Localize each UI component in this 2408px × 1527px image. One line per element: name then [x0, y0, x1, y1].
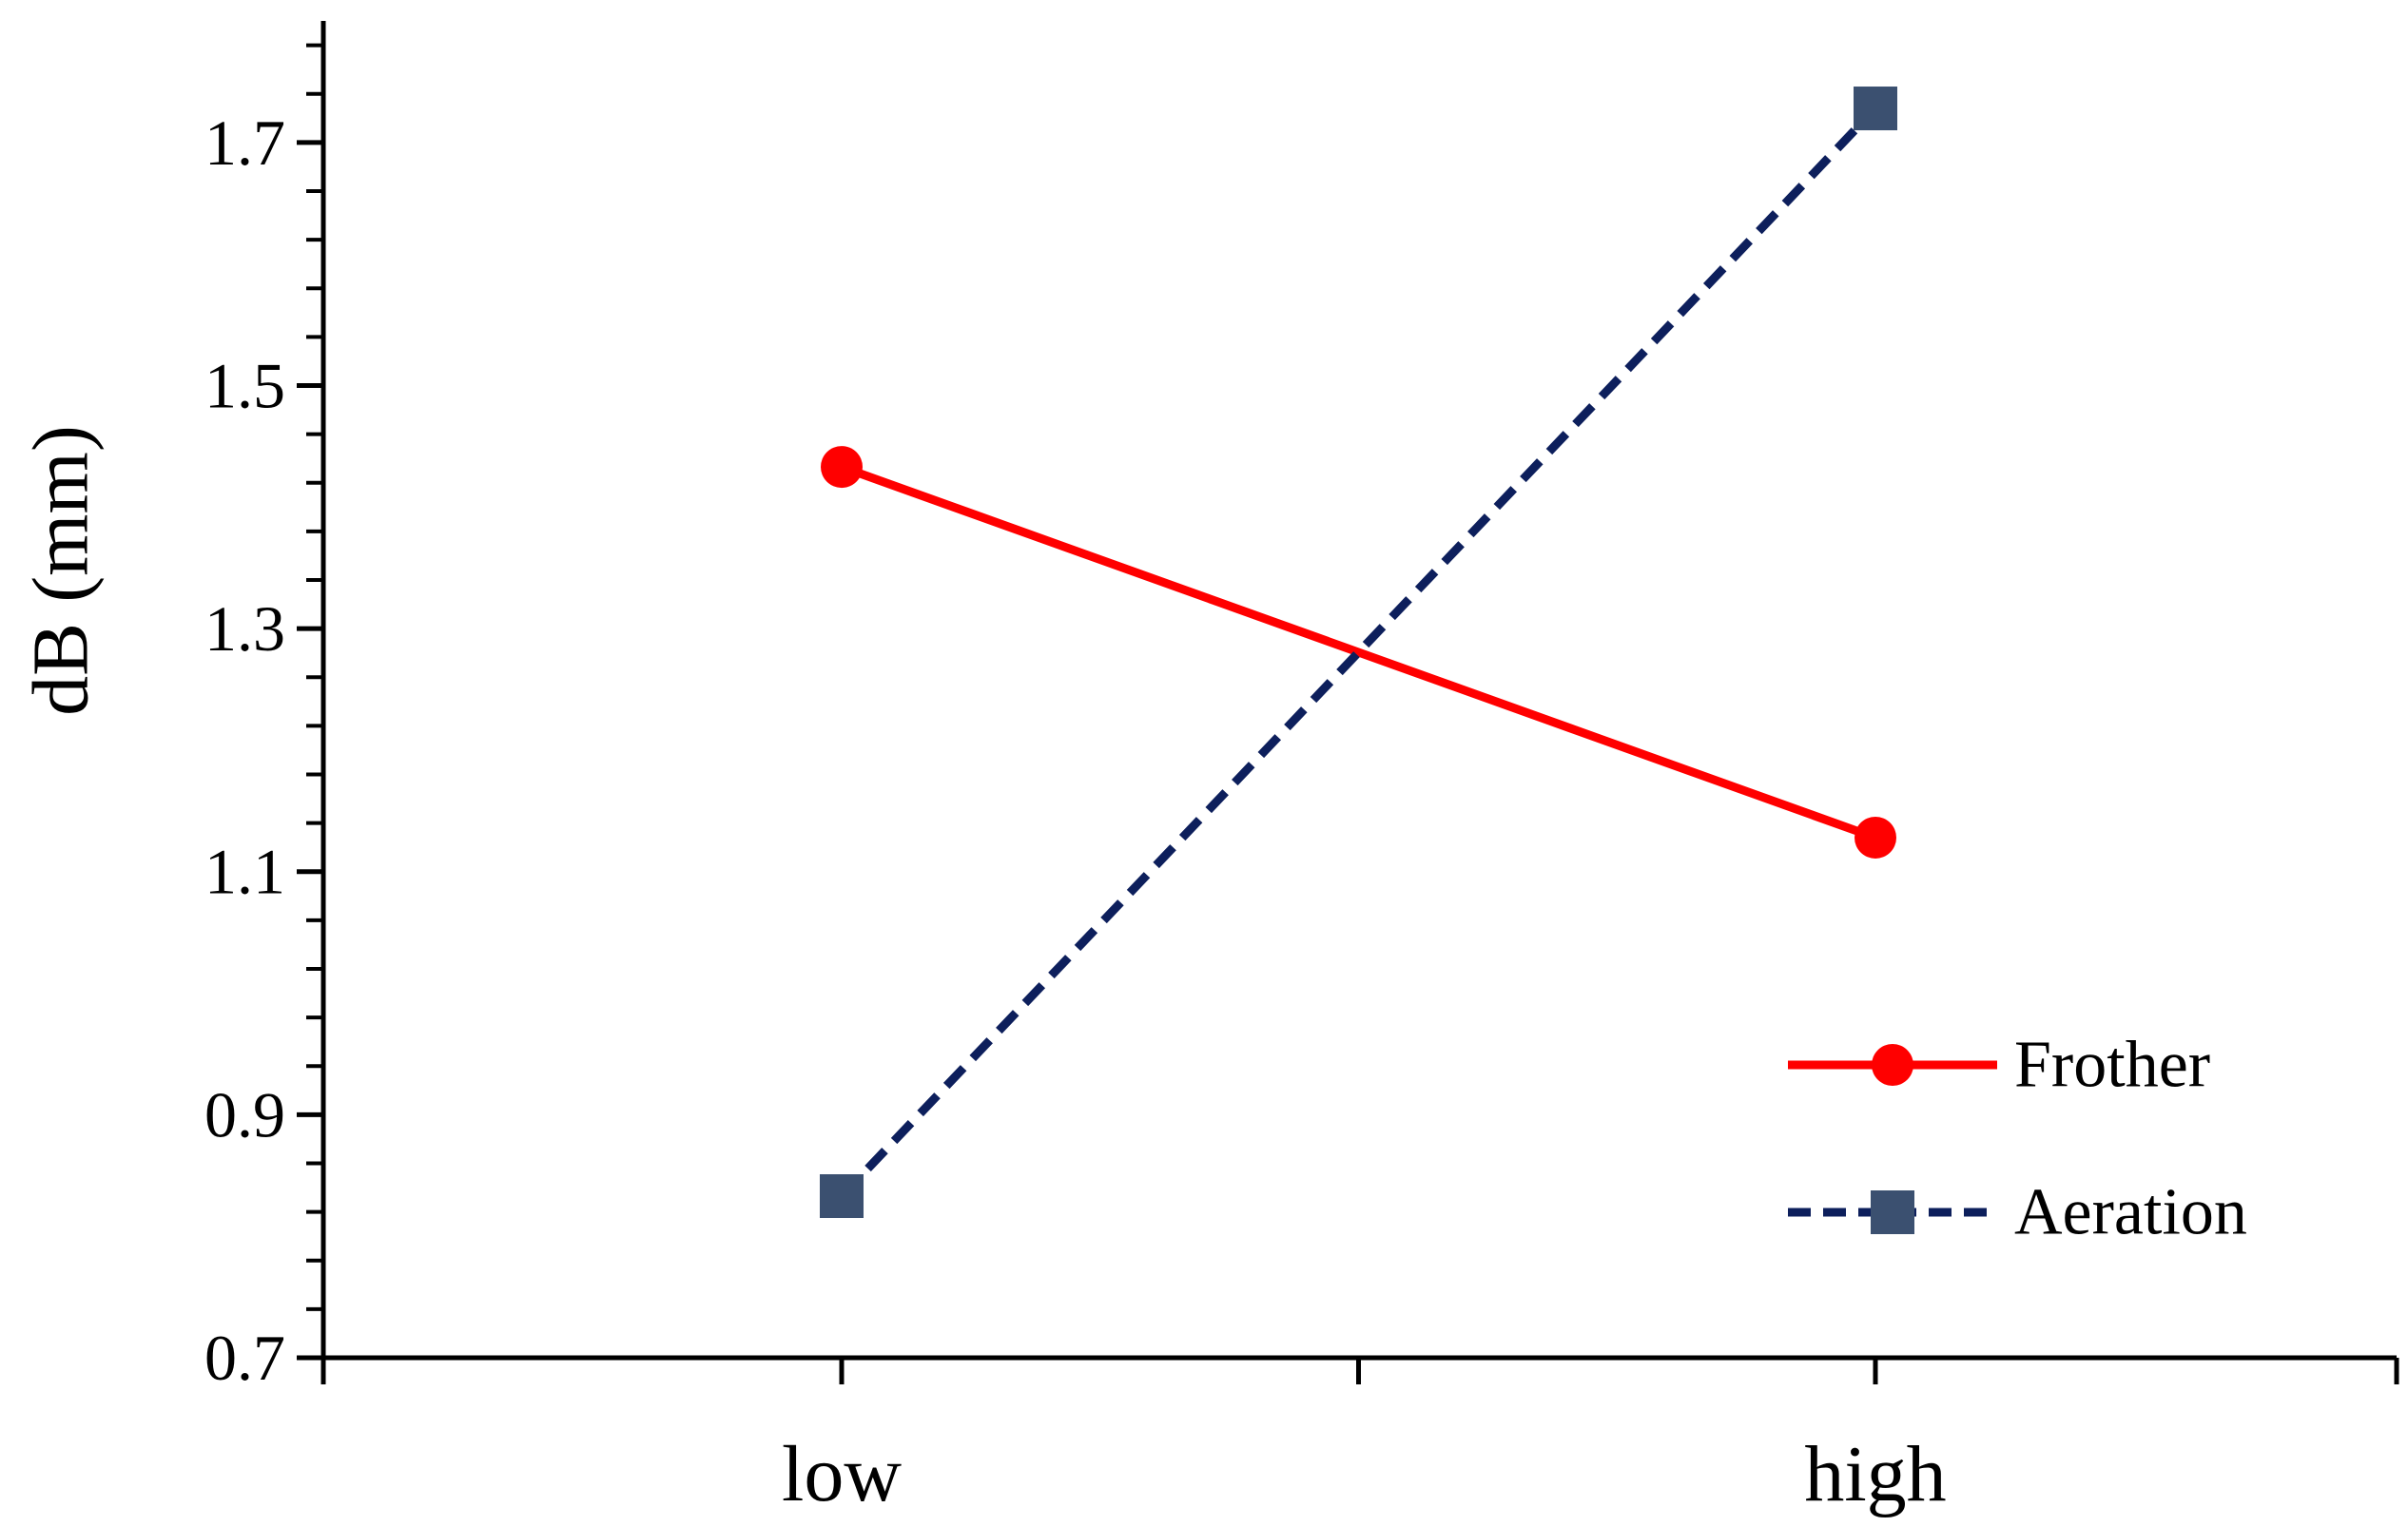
data-point [1855, 816, 1896, 859]
y-tick-label: 1.1 [204, 836, 285, 908]
legend-item-aeration: Aeration [1788, 1176, 2247, 1249]
series-layer [820, 87, 1897, 1219]
legend-label: Frother [2014, 1029, 2210, 1102]
data-point [821, 446, 863, 489]
series-line-aeration [838, 105, 1879, 1200]
y-tick-label: 0.9 [204, 1078, 285, 1150]
series-aeration [820, 87, 1897, 1219]
legend-item-frother: Frother [1788, 1029, 2210, 1102]
legend-marker [1872, 1044, 1913, 1086]
x-axis: low high [320, 1355, 2399, 1518]
series-line-frother [840, 462, 1877, 842]
y-tick-label: 0.7 [204, 1322, 285, 1394]
legend: Frother Aeration [1788, 1029, 2247, 1249]
y-tick-label: 1.5 [204, 349, 285, 421]
y-axis-title: dB (mm) [16, 425, 105, 716]
legend-marker [1871, 1190, 1914, 1234]
x-tick-label: high [1804, 1430, 1946, 1518]
data-point [1854, 87, 1897, 131]
legend-label: Aeration [2014, 1176, 2247, 1249]
series-frother [821, 446, 1896, 859]
data-point [820, 1174, 864, 1219]
y-axis: 0.7 0.9 1.1 1.3 1.5 1.7 [204, 21, 326, 1394]
x-tick-label: low [782, 1430, 902, 1518]
y-tick-label: 1.7 [204, 106, 285, 179]
y-tick-label: 1.3 [204, 592, 285, 665]
